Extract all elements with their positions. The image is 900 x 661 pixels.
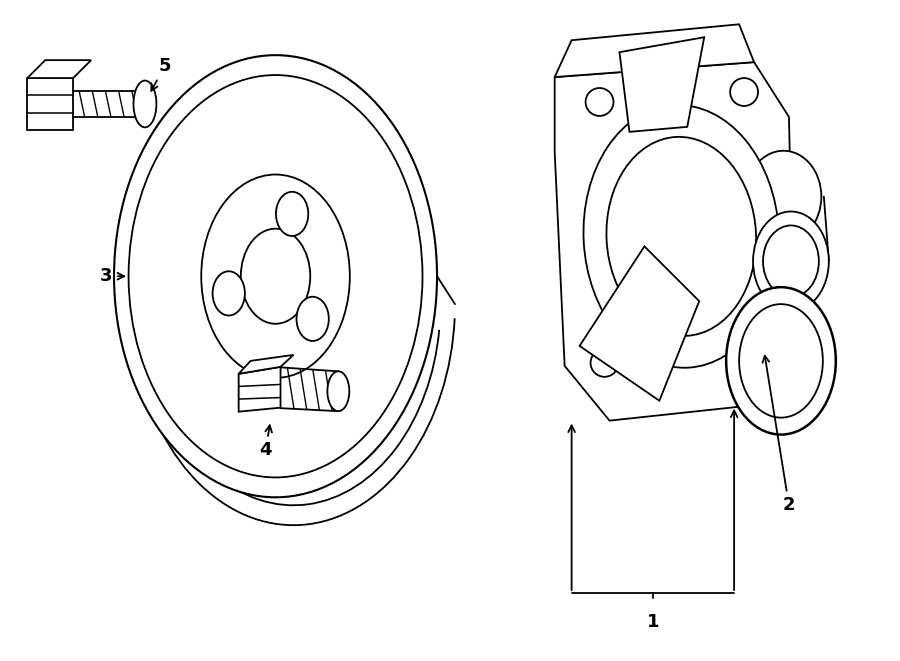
Polygon shape [619,37,704,132]
Polygon shape [238,355,293,374]
Ellipse shape [730,78,758,106]
Text: 1: 1 [646,613,659,631]
Text: 4: 4 [259,425,272,459]
Ellipse shape [590,349,618,377]
Ellipse shape [241,229,310,324]
Ellipse shape [129,75,422,477]
Polygon shape [554,62,794,420]
Polygon shape [238,367,281,412]
Ellipse shape [114,55,437,497]
Ellipse shape [276,192,309,236]
Ellipse shape [607,137,756,336]
Ellipse shape [745,151,822,243]
Polygon shape [580,247,699,401]
Ellipse shape [586,88,614,116]
Ellipse shape [763,225,819,297]
Text: 2: 2 [762,356,796,514]
Ellipse shape [740,319,768,347]
Ellipse shape [583,105,779,368]
Ellipse shape [212,271,245,315]
Polygon shape [27,78,73,130]
Text: 5: 5 [151,57,171,91]
Text: 3: 3 [100,267,124,286]
Ellipse shape [739,304,823,418]
Ellipse shape [133,81,157,128]
Polygon shape [554,24,754,77]
Ellipse shape [726,287,836,434]
Ellipse shape [753,212,829,311]
Ellipse shape [202,175,350,378]
Ellipse shape [328,371,349,411]
Ellipse shape [296,297,328,341]
Polygon shape [27,60,91,78]
